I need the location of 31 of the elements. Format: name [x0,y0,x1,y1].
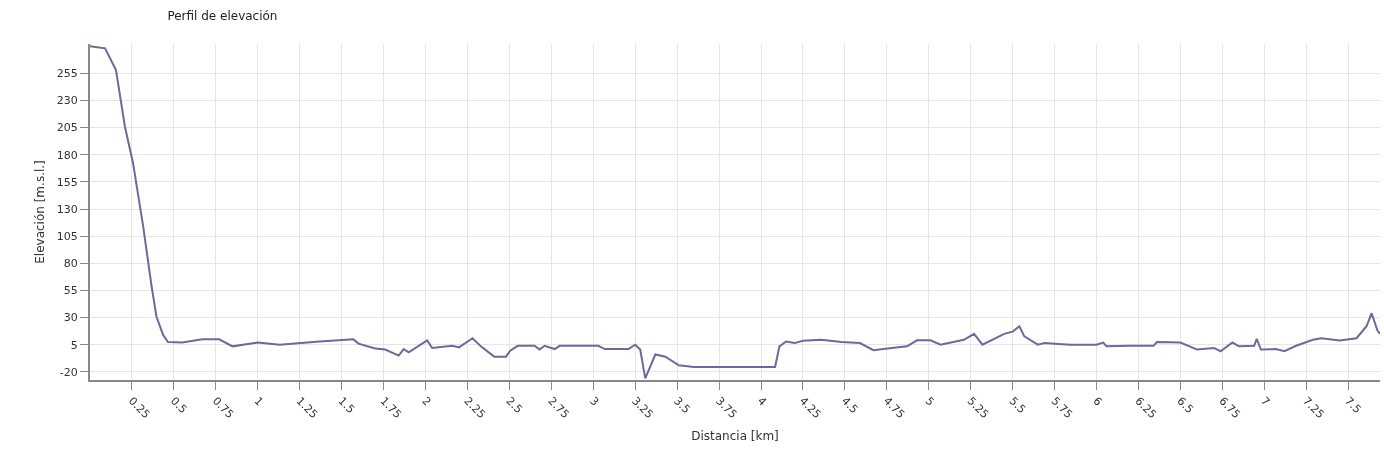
line-series [90,45,1380,380]
x-tick-label: 2 [419,394,434,409]
x-tick-label: 1 [251,394,266,409]
y-tick-label: 230 [56,94,78,108]
x-axis-title: Distancia [km] [691,429,779,444]
y-tick-label: 205 [56,121,78,135]
x-tick-label: 5.5 [1006,394,1029,417]
x-tick-label: 4.5 [838,394,861,417]
y-tick-label: -20 [59,365,78,379]
x-tick-label: 0.5 [167,394,190,417]
y-tick-label: 255 [56,67,78,81]
x-tick-label: 3.5 [671,394,693,417]
x-tick-label: 3 [587,394,602,409]
y-tick-label: 30 [63,311,78,325]
x-tick-label: 7 [1258,394,1273,409]
x-tick-label: 6 [1090,394,1105,409]
x-tick-label: 6.5 [1174,394,1196,417]
x-tick-label: 1.5 [335,394,358,417]
y-tick-label: 180 [56,148,78,162]
x-tick-label: 2.5 [503,394,525,417]
y-tick-label: 80 [63,257,78,271]
y-tick-label: 130 [56,202,78,216]
x-tick-label: 5 [922,394,937,409]
y-tick-label: 55 [63,284,78,298]
chart-title: Perfil de elevación [167,8,278,23]
y-tick-label: 155 [56,175,78,189]
y-tick-label: 105 [56,230,78,244]
y-tick-label: 5 [70,338,78,352]
x-tick-label: 7.5 [1342,394,1364,417]
x-tick-label: 4 [754,394,770,409]
y-axis-title: Elevación [m.s.l.] [32,160,47,264]
